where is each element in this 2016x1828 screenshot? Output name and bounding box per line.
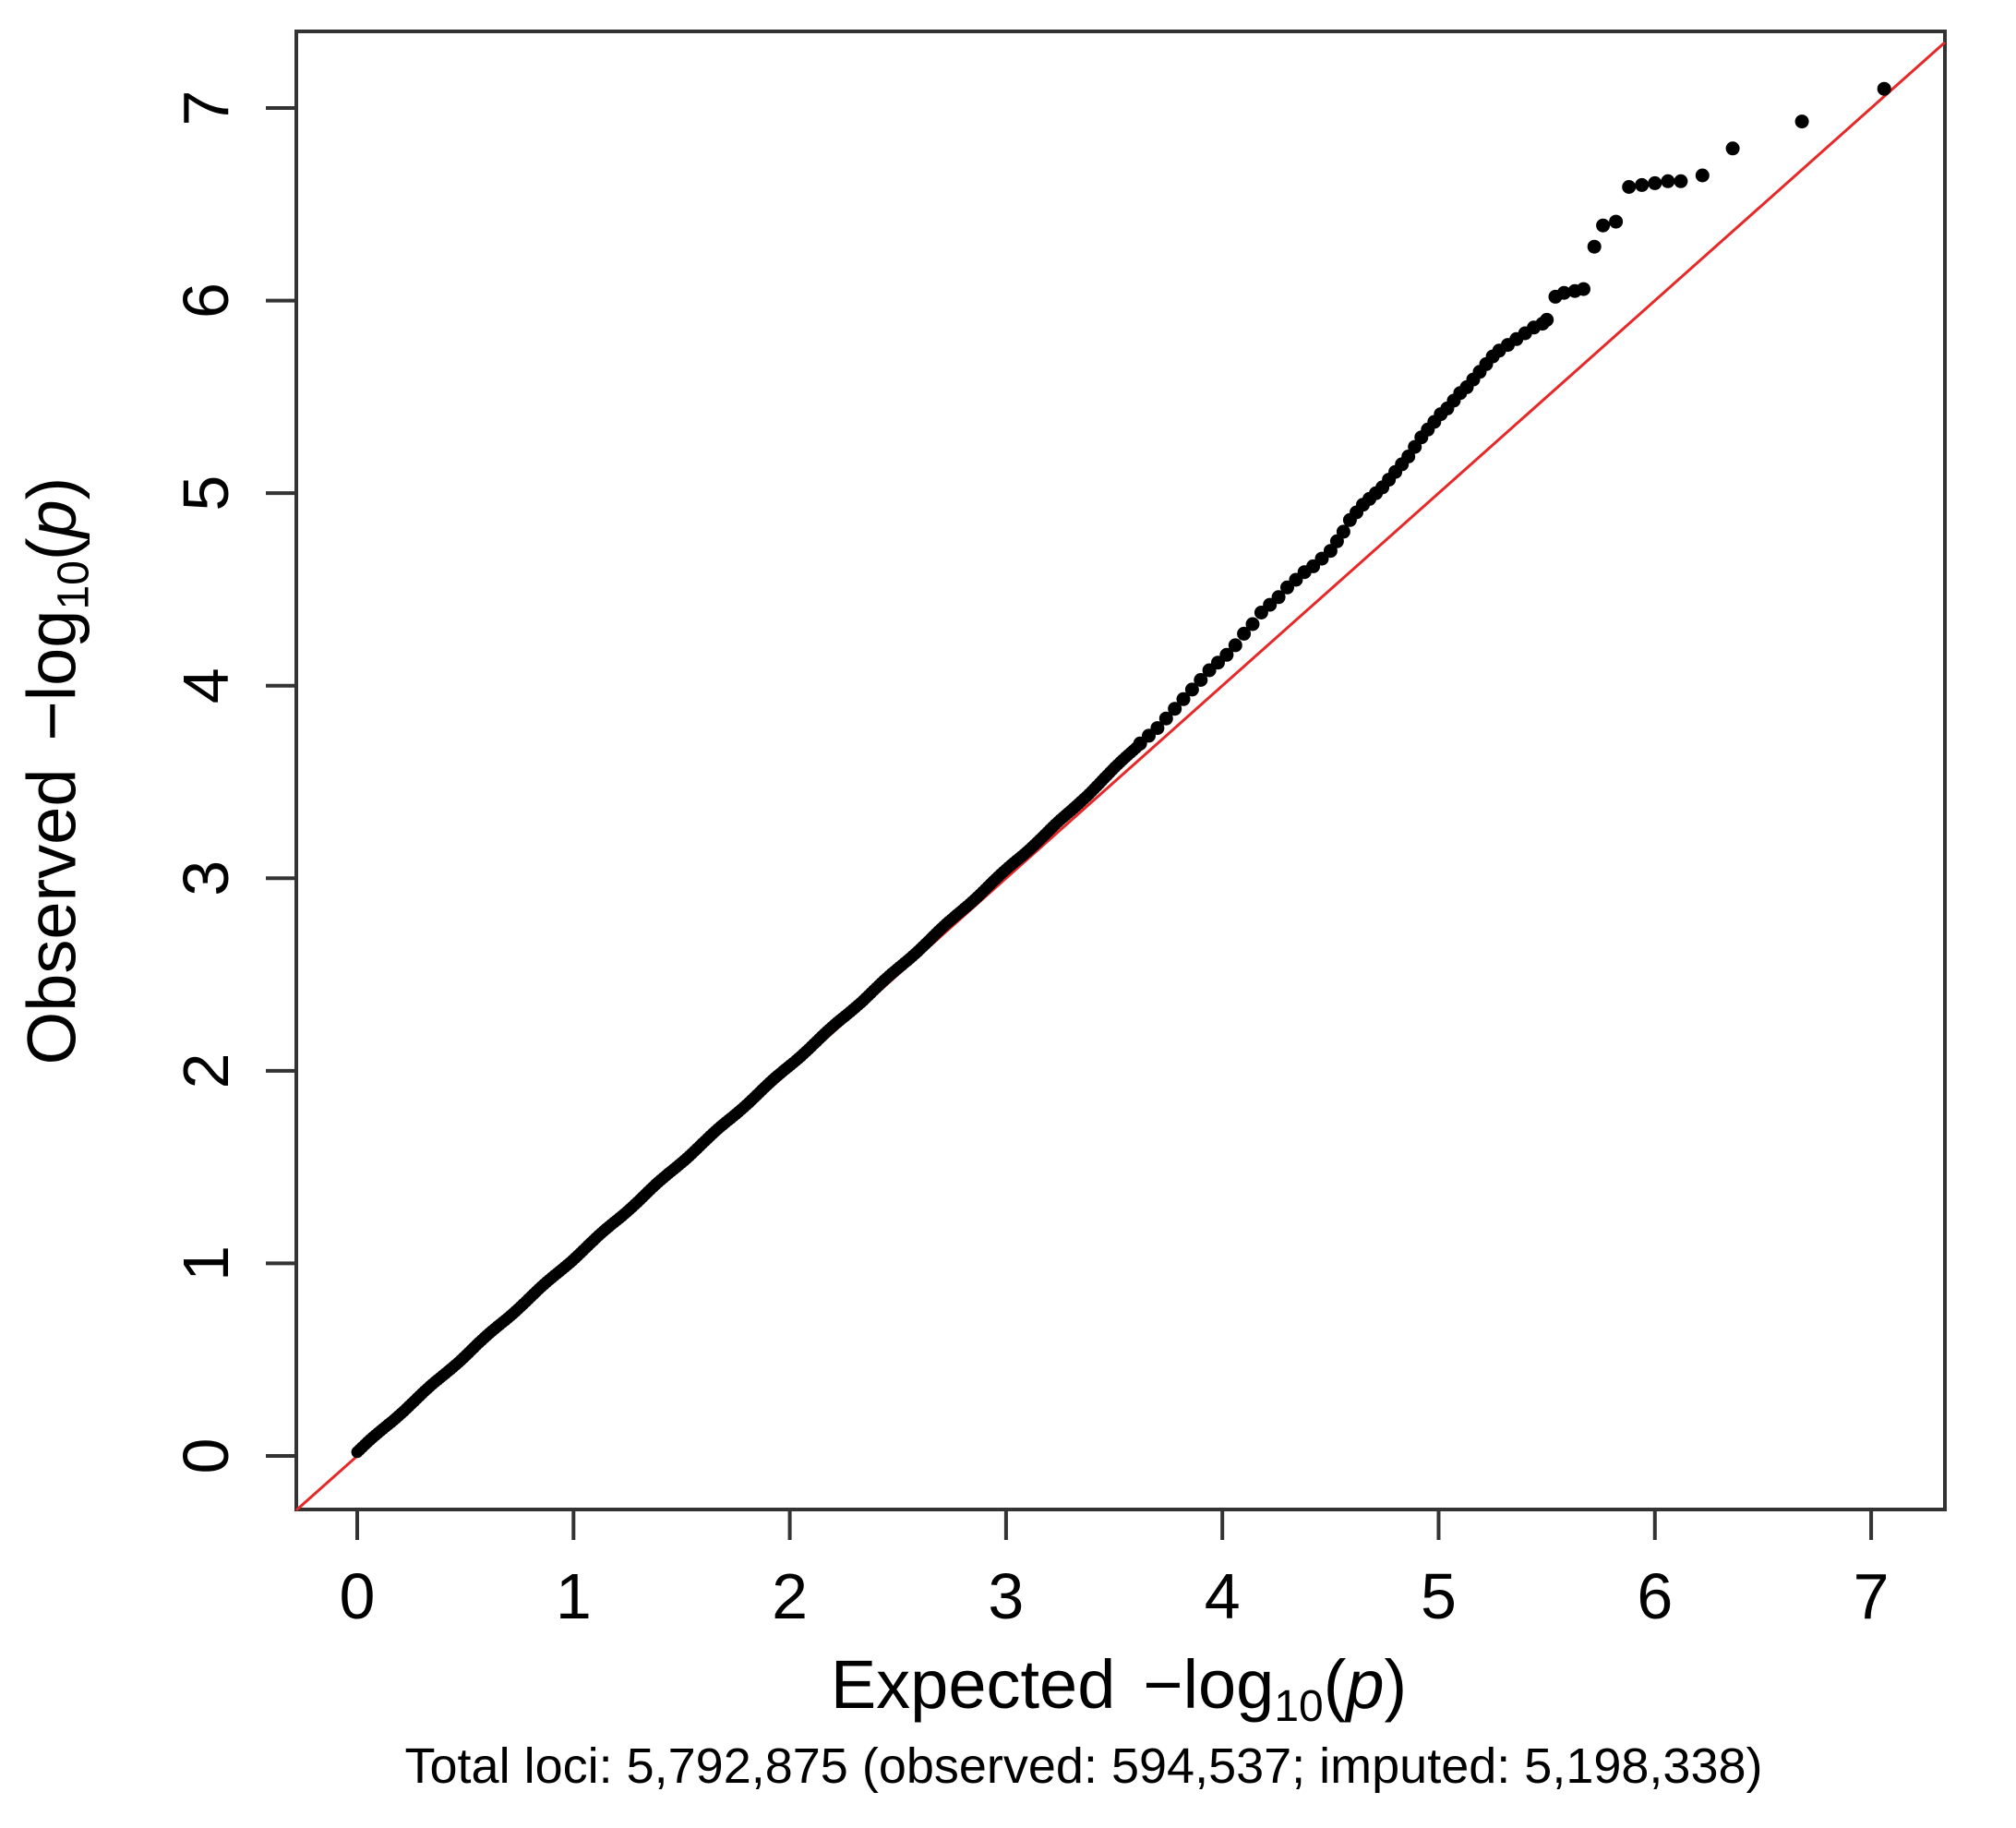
data-point xyxy=(1622,180,1637,194)
loci-count-subtitle: Total loci: 5,792,875 (observed: 594,537… xyxy=(404,1738,1763,1794)
data-point xyxy=(1577,282,1590,296)
data-point xyxy=(1228,638,1242,653)
data-point xyxy=(1184,682,1199,697)
diagonal-point-band xyxy=(351,740,1145,1459)
log-subscript: 10 xyxy=(1274,1682,1324,1731)
x-tick-label: 3 xyxy=(988,1560,1024,1632)
data-point xyxy=(1648,175,1662,190)
data-point xyxy=(1245,617,1260,631)
close-paren: ) xyxy=(13,476,90,500)
y-tick-label: 1 xyxy=(170,1245,242,1281)
data-point xyxy=(1336,524,1350,539)
open-paren: ( xyxy=(1323,1646,1347,1723)
log-subscript: 10 xyxy=(49,560,99,610)
data-point xyxy=(1176,692,1191,706)
data-point xyxy=(1556,285,1571,300)
data-point xyxy=(1695,168,1710,183)
data-point xyxy=(1661,174,1675,188)
plot-border xyxy=(294,30,1947,1511)
data-point xyxy=(1540,312,1554,327)
data-point xyxy=(1609,214,1624,229)
data-point xyxy=(1158,711,1173,726)
y-tick-label: 7 xyxy=(170,90,242,126)
x-axis-ticks: 0 1 2 3 4 5 6 7 xyxy=(340,1509,1890,1632)
data-point xyxy=(1596,218,1611,233)
data-point xyxy=(1587,239,1602,254)
y-tick-label: 6 xyxy=(170,283,242,319)
data-point xyxy=(1237,626,1252,641)
x-tick-label: 5 xyxy=(1421,1560,1457,1632)
y-axis-title-text: Observed xyxy=(13,768,90,1065)
x-tick-label: 7 xyxy=(1854,1560,1890,1632)
y-axis-title: Observed −log10(p) xyxy=(14,477,99,1065)
x-axis-title-text: Expected xyxy=(830,1646,1116,1723)
minus-log-text: −log xyxy=(1143,1646,1275,1723)
data-point xyxy=(1168,702,1182,716)
tail-points xyxy=(1133,81,1891,751)
x-tick-label: 0 xyxy=(340,1560,376,1632)
open-paren: ( xyxy=(13,537,90,561)
y-tick-label: 5 xyxy=(170,475,242,511)
x-tick-label: 2 xyxy=(772,1560,808,1632)
p-variable: p xyxy=(1346,1646,1385,1723)
data-point xyxy=(1794,114,1809,129)
data-point xyxy=(1219,647,1234,662)
x-tick-label: 1 xyxy=(556,1560,592,1632)
y-axis-ticks: 0 1 2 3 4 5 6 7 xyxy=(170,90,296,1474)
minus-log-text: −log xyxy=(13,609,90,741)
x-tick-label: 6 xyxy=(1637,1560,1673,1632)
data-point xyxy=(1725,141,1740,156)
x-axis-title: Expected −log10(p) xyxy=(831,1651,1407,1729)
close-paren: ) xyxy=(1384,1646,1408,1723)
data-point xyxy=(1877,81,1891,96)
data-point xyxy=(1150,721,1165,736)
y-tick-label: 3 xyxy=(170,860,242,896)
y-tick-label: 4 xyxy=(170,667,242,704)
data-point xyxy=(1194,673,1208,687)
p-variable: p xyxy=(13,499,90,538)
data-point xyxy=(1635,177,1650,192)
y-tick-label: 2 xyxy=(170,1052,242,1088)
data-point xyxy=(1674,174,1688,188)
y-tick-label: 0 xyxy=(170,1438,242,1474)
data-point xyxy=(1271,590,1286,605)
x-tick-label: 4 xyxy=(1205,1560,1241,1632)
